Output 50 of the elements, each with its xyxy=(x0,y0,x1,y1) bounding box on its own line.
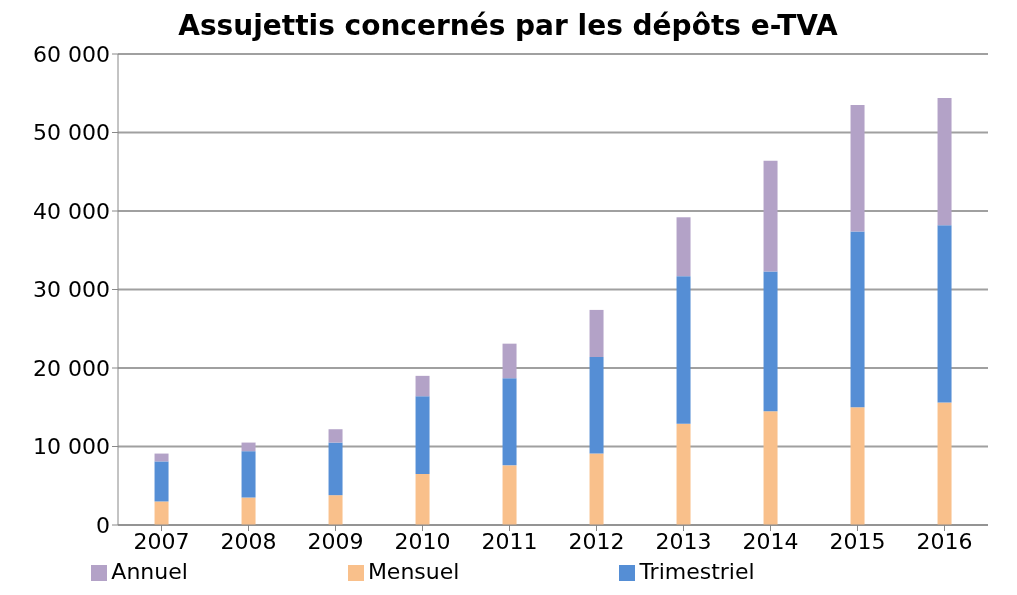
bar xyxy=(850,231,865,408)
bar xyxy=(937,97,952,226)
y-tick-label: 10 000 xyxy=(33,434,110,460)
bar xyxy=(676,423,691,525)
bar xyxy=(241,451,256,498)
bar xyxy=(328,442,343,496)
bar xyxy=(937,402,952,525)
bar xyxy=(415,375,430,397)
y-tick-label: 50 000 xyxy=(33,120,110,146)
y-tick-label: 20 000 xyxy=(33,355,110,381)
y-tick-label: 60 000 xyxy=(33,41,110,67)
bar xyxy=(502,343,517,379)
bar xyxy=(154,461,169,502)
x-tick-label: 2012 xyxy=(568,528,625,554)
bar xyxy=(763,160,778,272)
bar xyxy=(676,217,691,277)
bar xyxy=(589,309,604,358)
legend-label: Mensuel xyxy=(367,559,460,584)
x-tick-label: 2016 xyxy=(916,528,973,554)
bar xyxy=(589,357,604,454)
x-tick-label: 2011 xyxy=(481,528,538,554)
chart-title: Assujettis concernés par les dépôts e-TVA xyxy=(178,9,838,42)
x-tick-label: 2014 xyxy=(742,528,799,554)
bar xyxy=(763,271,778,412)
bar xyxy=(763,411,778,525)
bar xyxy=(328,495,343,525)
x-tick-label: 2009 xyxy=(307,528,364,554)
bar xyxy=(328,429,343,443)
y-tick-label: 30 000 xyxy=(33,277,110,303)
bar xyxy=(241,442,256,452)
x-tick-label: 2010 xyxy=(394,528,451,554)
bar xyxy=(415,396,430,474)
bar xyxy=(502,465,517,525)
bar xyxy=(415,473,430,525)
x-tick-label: 2013 xyxy=(655,528,712,554)
bar xyxy=(154,501,169,525)
bar xyxy=(502,378,517,466)
bar xyxy=(937,225,952,403)
bar xyxy=(589,453,604,525)
x-tick-label: 2007 xyxy=(133,528,190,554)
x-tick-label: 2008 xyxy=(220,528,277,554)
y-tick-label: 0 xyxy=(96,512,110,538)
legend-label: Annuel xyxy=(111,559,188,584)
bar xyxy=(850,105,865,232)
bar xyxy=(850,407,865,525)
bar xyxy=(676,276,691,424)
y-tick-label: 40 000 xyxy=(33,198,110,224)
x-tick-label: 2015 xyxy=(829,528,886,554)
bar xyxy=(241,497,256,525)
legend-label: Trimestriel xyxy=(639,559,755,584)
